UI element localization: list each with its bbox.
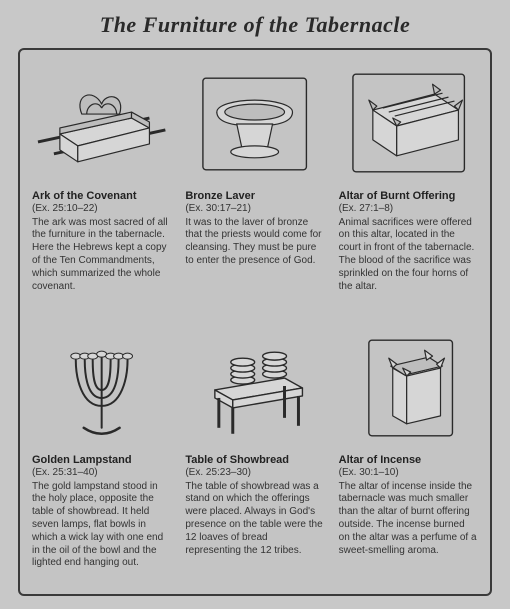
item-desc: Animal sacrifices were offered on this a… <box>339 217 478 294</box>
item-ref: (Ex. 30:17–21) <box>185 203 324 216</box>
item-burnt-altar: Altar of Burnt Offering (Ex. 27:1–8) Ani… <box>339 64 478 320</box>
ark-illustration <box>32 64 171 182</box>
page: The Furniture of the Tabernacle <box>0 0 510 609</box>
lampstand-illustration <box>32 328 171 446</box>
item-title: Altar of Burnt Offering <box>339 190 478 203</box>
item-ref: (Ex. 25:23–30) <box>185 467 324 480</box>
item-title: Bronze Laver <box>185 190 324 203</box>
item-desc: It was to the laver of bronze that the p… <box>185 217 324 268</box>
item-title: Table of Showbread <box>185 454 324 467</box>
item-ref: (Ex. 30:1–10) <box>339 467 478 480</box>
item-desc: The table of showbread was a stand on wh… <box>185 481 324 558</box>
incense-altar-illustration <box>339 328 478 446</box>
item-title: Ark of the Covenant <box>32 190 171 203</box>
item-desc: The gold lampstand stood in the holy pla… <box>32 481 171 571</box>
item-desc: The altar of incense inside the tabernac… <box>339 481 478 558</box>
content-panel: Ark of the Covenant (Ex. 25:10–22) The a… <box>18 48 492 596</box>
item-lampstand: Golden Lampstand (Ex. 25:31–40) The gold… <box>32 328 171 584</box>
item-showbread: Table of Showbread (Ex. 25:23–30) The ta… <box>185 328 324 584</box>
item-ref: (Ex. 25:31–40) <box>32 467 171 480</box>
item-ref: (Ex. 27:1–8) <box>339 203 478 216</box>
item-title: Golden Lampstand <box>32 454 171 467</box>
item-incense-altar: Altar of Incense (Ex. 30:1–10) The altar… <box>339 328 478 584</box>
item-ref: (Ex. 25:10–22) <box>32 203 171 216</box>
item-laver: Bronze Laver (Ex. 30:17–21) It was to th… <box>185 64 324 320</box>
page-title: The Furniture of the Tabernacle <box>18 12 492 38</box>
laver-illustration <box>185 64 324 182</box>
item-ark: Ark of the Covenant (Ex. 25:10–22) The a… <box>32 64 171 320</box>
items-grid: Ark of the Covenant (Ex. 25:10–22) The a… <box>32 64 478 584</box>
showbread-illustration <box>185 328 324 446</box>
burnt-altar-illustration <box>339 64 478 182</box>
item-title: Altar of Incense <box>339 454 478 467</box>
item-desc: The ark was most sacred of all the furni… <box>32 217 171 294</box>
